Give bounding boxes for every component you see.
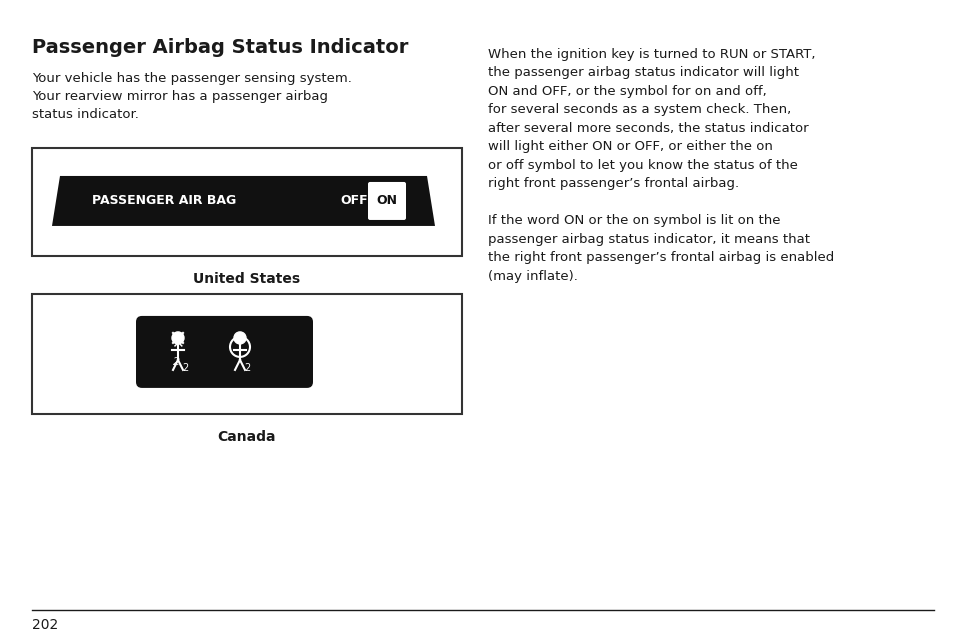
Text: 202: 202 bbox=[32, 618, 58, 632]
Text: When the ignition key is turned to RUN or START,
the passenger airbag status ind: When the ignition key is turned to RUN o… bbox=[488, 48, 833, 283]
Circle shape bbox=[172, 332, 184, 344]
Text: PASSENGER AIR BAG: PASSENGER AIR BAG bbox=[91, 195, 236, 207]
Text: OFF: OFF bbox=[339, 195, 367, 207]
Text: 2: 2 bbox=[244, 363, 250, 373]
Polygon shape bbox=[52, 176, 435, 226]
Text: Your vehicle has the passenger sensing system.
Your rearview mirror has a passen: Your vehicle has the passenger sensing s… bbox=[32, 72, 352, 121]
Text: 2: 2 bbox=[182, 363, 188, 373]
Text: ✕: ✕ bbox=[171, 336, 183, 352]
Text: United States: United States bbox=[193, 272, 300, 286]
Text: Passenger Airbag Status Indicator: Passenger Airbag Status Indicator bbox=[32, 38, 408, 57]
FancyBboxPatch shape bbox=[32, 294, 461, 414]
FancyBboxPatch shape bbox=[136, 316, 313, 388]
FancyBboxPatch shape bbox=[368, 182, 406, 220]
Text: 2: 2 bbox=[173, 357, 180, 367]
Text: Canada: Canada bbox=[217, 430, 276, 444]
Text: ON: ON bbox=[376, 195, 397, 207]
FancyBboxPatch shape bbox=[32, 148, 461, 256]
Circle shape bbox=[233, 332, 246, 344]
